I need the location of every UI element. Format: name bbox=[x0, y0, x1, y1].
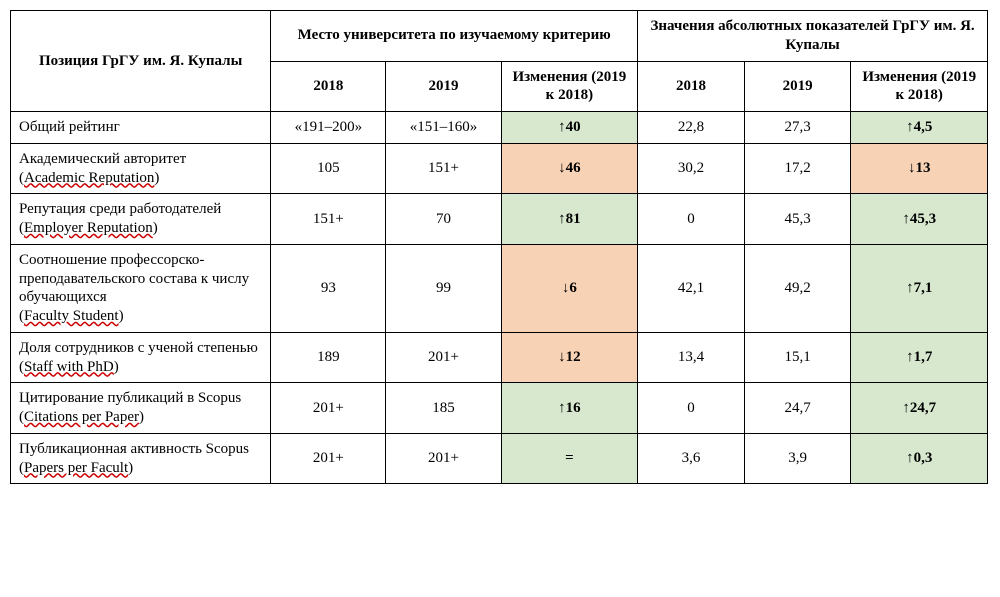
change-cell: ↑4,5 bbox=[851, 112, 988, 144]
header-row-label: Позиция ГрГУ им. Я. Купалы bbox=[11, 11, 271, 112]
row-label: Соотношение профессорско-преподавательск… bbox=[11, 244, 271, 332]
row-label-ru: Академический авторитет bbox=[19, 151, 186, 167]
change-cell: ↓12 bbox=[501, 332, 638, 383]
row-label-ru: Публикационная активность Scopus bbox=[19, 441, 249, 457]
row-label-en: Papers per Facult bbox=[24, 460, 128, 476]
row-label: Общий рейтинг bbox=[11, 112, 271, 144]
row-label-ru: Соотношение профессорско-преподавательск… bbox=[19, 252, 249, 306]
rank-2018: 201+ bbox=[271, 433, 386, 484]
change-cell: ↑24,7 bbox=[851, 383, 988, 434]
row-label-en: Staff with PhD bbox=[24, 359, 114, 375]
change-cell: ↑40 bbox=[501, 112, 638, 144]
table-row: Доля сотрудников с ученой степенью(Staff… bbox=[11, 332, 988, 383]
value-2019: 27,3 bbox=[744, 112, 851, 144]
value-2018: 30,2 bbox=[638, 143, 745, 194]
header-val-2019: 2019 bbox=[744, 61, 851, 112]
table-row: Общий рейтинг «191–200»«151–160»↑4022,827… bbox=[11, 112, 988, 144]
change-cell: ↑7,1 bbox=[851, 244, 988, 332]
rank-2019: 70 bbox=[386, 194, 501, 245]
row-label: Репутация среди работодателей(Employer R… bbox=[11, 194, 271, 245]
value-2019: 17,2 bbox=[744, 143, 851, 194]
rank-2019: 99 bbox=[386, 244, 501, 332]
header-rank-2018: 2018 bbox=[271, 61, 386, 112]
table-row: Репутация среди работодателей(Employer R… bbox=[11, 194, 988, 245]
value-2019: 15,1 bbox=[744, 332, 851, 383]
value-2018: 42,1 bbox=[638, 244, 745, 332]
header-rank-2019: 2019 bbox=[386, 61, 501, 112]
row-label: Академический авторитет(Academic Reputat… bbox=[11, 143, 271, 194]
value-2019: 49,2 bbox=[744, 244, 851, 332]
rank-2018: 201+ bbox=[271, 383, 386, 434]
value-2018: 0 bbox=[638, 194, 745, 245]
value-2018: 22,8 bbox=[638, 112, 745, 144]
header-rank-change: Изменения (2019 к 2018) bbox=[501, 61, 638, 112]
row-label: Доля сотрудников с ученой степенью(Staff… bbox=[11, 332, 271, 383]
row-label-en: Faculty Student bbox=[24, 308, 119, 324]
rank-2019: 201+ bbox=[386, 433, 501, 484]
value-2019: 24,7 bbox=[744, 383, 851, 434]
header-group-rank: Место университета по изучаемому критери… bbox=[271, 11, 638, 62]
table-body: Общий рейтинг «191–200»«151–160»↑4022,827… bbox=[11, 112, 988, 484]
change-cell: ↑16 bbox=[501, 383, 638, 434]
row-label-ru: Цитирование публикаций в Scopus bbox=[19, 390, 241, 406]
rank-2018: 189 bbox=[271, 332, 386, 383]
value-2018: 3,6 bbox=[638, 433, 745, 484]
row-label-ru: Репутация среди работодателей bbox=[19, 201, 221, 217]
rank-2019: «151–160» bbox=[386, 112, 501, 144]
change-cell: ↓6 bbox=[501, 244, 638, 332]
table-row: Публикационная активность Scopus(Papers … bbox=[11, 433, 988, 484]
rank-2018: 105 bbox=[271, 143, 386, 194]
row-label-en: Citations per Paper bbox=[24, 409, 139, 425]
value-2018: 0 bbox=[638, 383, 745, 434]
row-label-en: Employer Reputation bbox=[24, 220, 153, 236]
value-2018: 13,4 bbox=[638, 332, 745, 383]
rank-2019: 185 bbox=[386, 383, 501, 434]
change-cell: ↑1,7 bbox=[851, 332, 988, 383]
rank-2019: 151+ bbox=[386, 143, 501, 194]
row-label: Публикационная активность Scopus(Papers … bbox=[11, 433, 271, 484]
rank-2018: 151+ bbox=[271, 194, 386, 245]
rank-2018: 93 bbox=[271, 244, 386, 332]
rank-2018: «191–200» bbox=[271, 112, 386, 144]
row-label: Цитирование публикаций в Scopus(Citation… bbox=[11, 383, 271, 434]
table-row: Академический авторитет(Academic Reputat… bbox=[11, 143, 988, 194]
row-label-ru: Доля сотрудников с ученой степенью bbox=[19, 340, 258, 356]
row-label-ru: Общий рейтинг bbox=[19, 119, 120, 135]
header-val-change: Изменения (2019 к 2018) bbox=[851, 61, 988, 112]
table-row: Цитирование публикаций в Scopus(Citation… bbox=[11, 383, 988, 434]
change-cell: ↓46 bbox=[501, 143, 638, 194]
table-header: Позиция ГрГУ им. Я. Купалы Место универс… bbox=[11, 11, 988, 112]
table-row: Соотношение профессорско-преподавательск… bbox=[11, 244, 988, 332]
change-cell: ↑81 bbox=[501, 194, 638, 245]
rank-2019: 201+ bbox=[386, 332, 501, 383]
header-group-value: Значения абсолютных показателей ГрГУ им.… bbox=[638, 11, 988, 62]
change-cell: ↓13 bbox=[851, 143, 988, 194]
change-cell: = bbox=[501, 433, 638, 484]
change-cell: ↑0,3 bbox=[851, 433, 988, 484]
change-cell: ↑45,3 bbox=[851, 194, 988, 245]
value-2019: 3,9 bbox=[744, 433, 851, 484]
header-val-2018: 2018 bbox=[638, 61, 745, 112]
row-label-en: Academic Reputation bbox=[24, 170, 154, 186]
rankings-table: Позиция ГрГУ им. Я. Купалы Место универс… bbox=[10, 10, 988, 484]
value-2019: 45,3 bbox=[744, 194, 851, 245]
